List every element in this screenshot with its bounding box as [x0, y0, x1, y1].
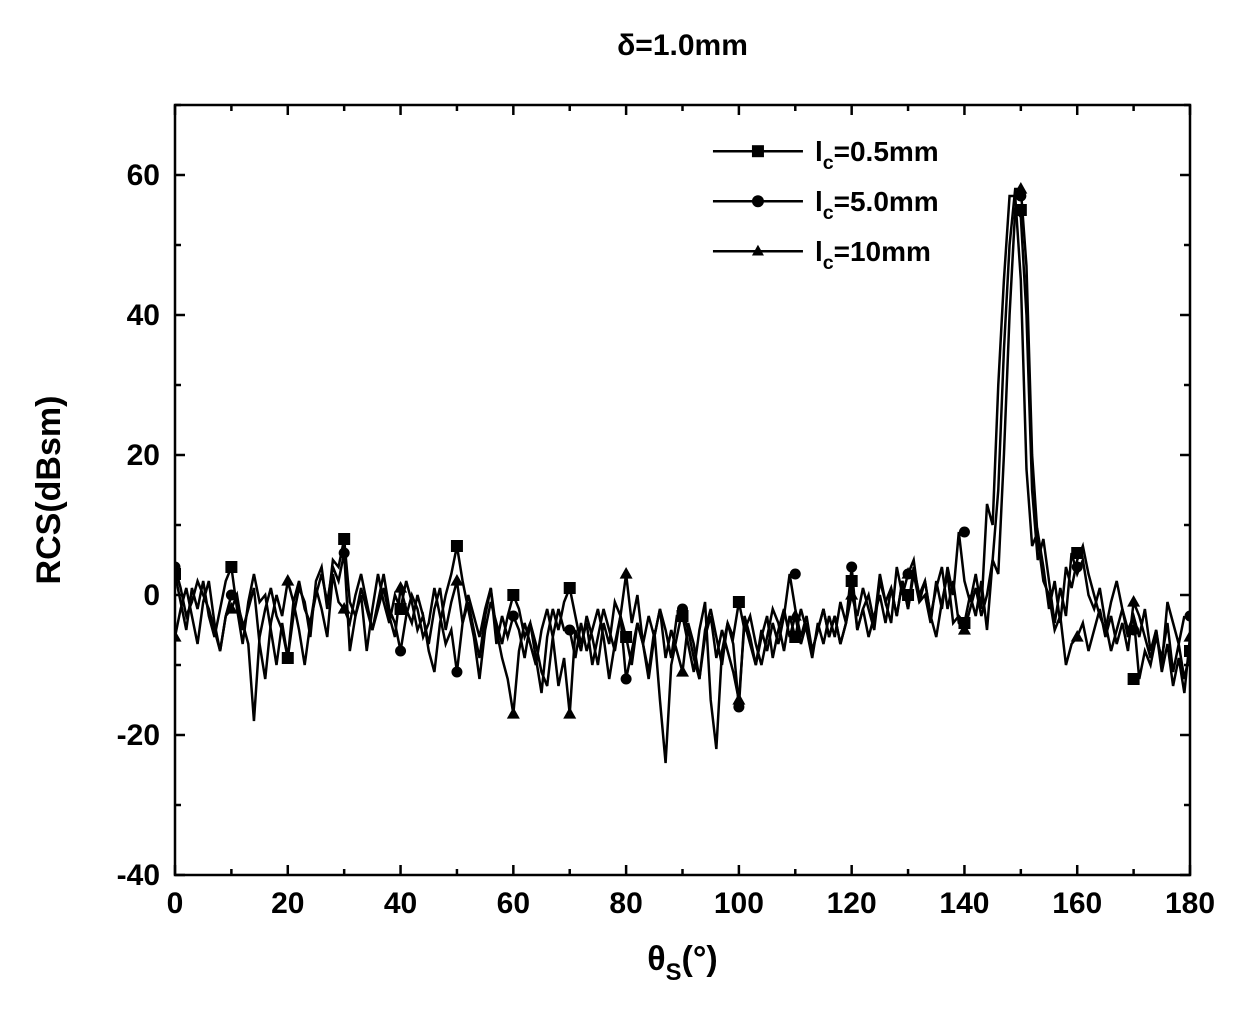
- series-marker-0: [1128, 673, 1140, 685]
- x-tick-label: 160: [1052, 887, 1102, 920]
- series-marker-0: [451, 540, 463, 552]
- x-tick-label: 0: [167, 887, 184, 920]
- legend-marker: [752, 145, 764, 157]
- chart-title: δ=1.0mm: [617, 29, 748, 62]
- series-marker-0: [564, 582, 576, 594]
- series-marker-1: [621, 674, 632, 685]
- x-tick-label: 100: [714, 887, 764, 920]
- series-marker-0: [507, 589, 519, 601]
- chart-svg: 0 20 40 60 80 100 120 140 160 180 -40 -20 0 20 40 60 δ=1…: [0, 0, 1240, 1028]
- series-marker-1: [564, 625, 575, 636]
- series-marker-1: [508, 611, 519, 622]
- y-tick-label: 0: [143, 579, 160, 612]
- y-tick-label: -20: [117, 719, 160, 752]
- series-marker-1: [1072, 562, 1083, 573]
- x-tick-label: 120: [827, 887, 877, 920]
- x-tick-label: 180: [1165, 887, 1215, 920]
- x-tick-label: 60: [497, 887, 530, 920]
- series-marker-0: [733, 596, 745, 608]
- y-axis-label: RCS(dBsm): [30, 396, 68, 585]
- series-marker-1: [451, 667, 462, 678]
- y-tick-label: 20: [127, 439, 160, 472]
- series-marker-1: [339, 548, 350, 559]
- series-marker-0: [338, 533, 350, 545]
- series-marker-1: [282, 653, 293, 664]
- y-tick-label: -40: [117, 859, 160, 892]
- y-tick-label: 40: [127, 299, 160, 332]
- series-marker-1: [395, 646, 406, 657]
- legend-marker: [752, 195, 764, 207]
- series-marker-1: [959, 527, 970, 538]
- chart-container: 0 20 40 60 80 100 120 140 160 180 -40 -20 0 20 40 60 δ=1…: [0, 0, 1240, 1028]
- x-tick-label: 40: [384, 887, 417, 920]
- y-tick-label: 60: [127, 159, 160, 192]
- x-tick-label: 20: [271, 887, 304, 920]
- series-marker-1: [677, 604, 688, 615]
- x-tick-label: 80: [609, 887, 642, 920]
- x-tick-label: 140: [939, 887, 989, 920]
- series-marker-0: [225, 561, 237, 573]
- series-marker-1: [790, 569, 801, 580]
- series-marker-1: [846, 562, 857, 573]
